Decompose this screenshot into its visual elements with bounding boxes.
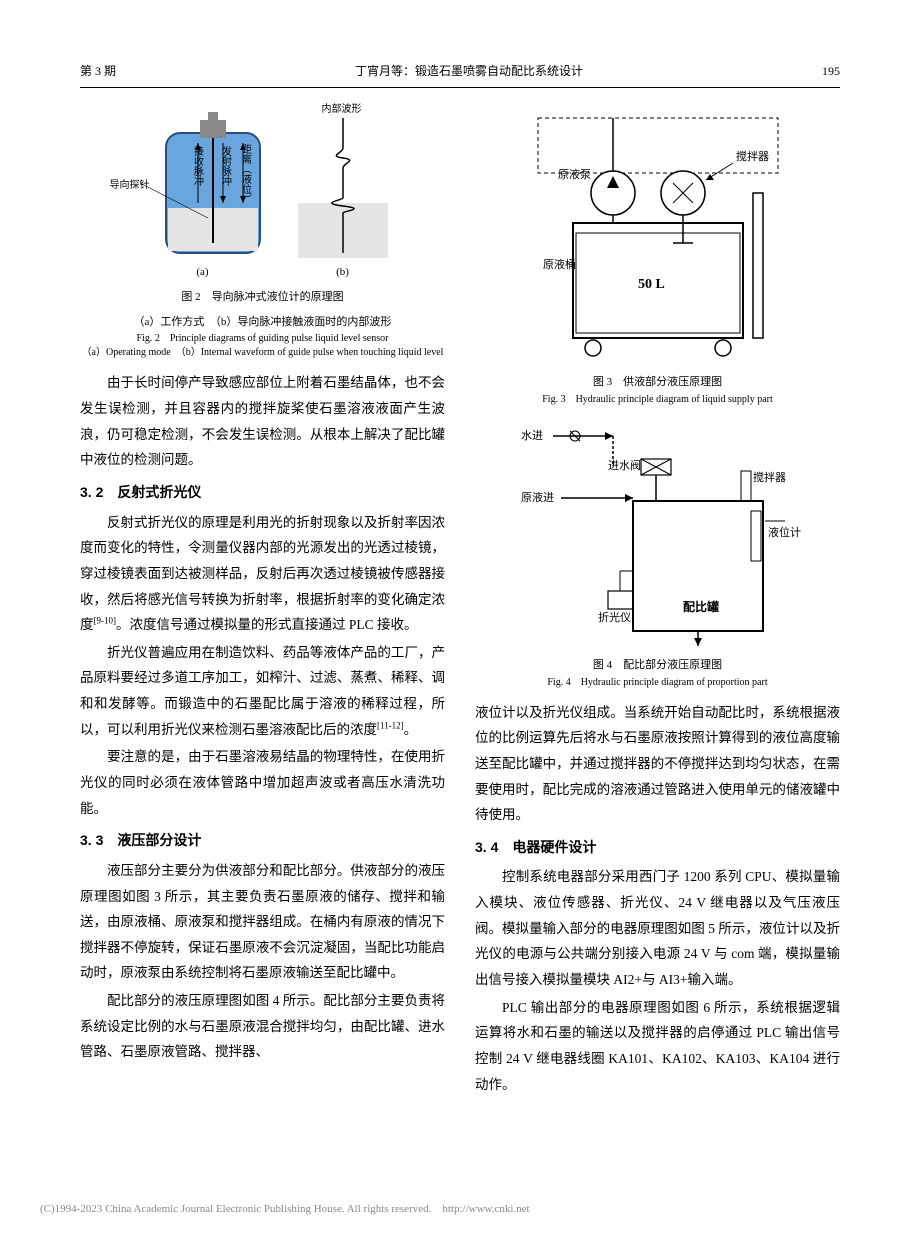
label-emit: 发射脉冲 [216, 146, 235, 186]
figure-4: 水进 进水阀 搅拌器 原液进 [475, 421, 840, 690]
citation-11-12: [11-12] [377, 720, 404, 730]
para-32c: 要注意的是，由于石墨溶液易结晶的物理特性，在使用折光仪的同时必须在液体管路中增加… [80, 744, 445, 821]
hydraulic-supply-diagram-icon: 原液泵 搅拌器 原液桶 50 L [528, 108, 788, 368]
fig3-stirrer-label: 搅拌器 [736, 149, 769, 163]
content-columns: 导向探针 接收脉冲 发射脉冲 距离（液位） (a) 内部波形 [80, 108, 840, 1099]
fig2-caption-en1: Fig. 2 Principle diagrams of guiding pul… [80, 332, 445, 346]
fig4-caption-en: Fig. 4 Hydraulic principle diagram of pr… [475, 676, 840, 690]
para-33a: 液压部分主要分为供液部分和配比部分。供液部分的液压原理图如图 3 所示，其主要负… [80, 858, 445, 986]
page-header: 第 3 期 丁宵月等：锻造石墨喷雾自动配比系统设计 195 [80, 60, 840, 88]
fig2-a: 导向探针 接收脉冲 发射脉冲 距离（液位） (a) [138, 108, 268, 283]
left-column: 导向探针 接收脉冲 发射脉冲 距离（液位） (a) 内部波形 [80, 108, 445, 1099]
fig2-caption-cn: 图 2 导向脉冲式液位计的原理图 [80, 287, 445, 308]
citation-9-10: [9-10] [94, 616, 117, 626]
fig3-caption-cn: 图 3 供液部分液压原理图 [475, 372, 840, 393]
fig3-bucket-label: 原液桶 [543, 257, 576, 271]
fig4-caption-cn: 图 4 配比部分液压原理图 [475, 655, 840, 676]
svg-text:水进: 水进 [521, 429, 543, 442]
label-distance: 距离（液位） [236, 144, 255, 204]
fig3-volume-label: 50 L [638, 277, 665, 292]
fig2-caption-sub: （a）工作方式 （b）导向脉冲接触液面时的内部波形 [80, 312, 445, 333]
svg-text:搅拌器: 搅拌器 [753, 470, 786, 484]
heading-3-3: 3. 3 液压部分设计 [80, 827, 445, 854]
copyright-footer: (C)1994-2023 China Academic Journal Elec… [40, 1199, 530, 1220]
para-continuation: 液位计以及折光仪组成。当系统开始自动配比时，系统根据液位的比例运算先后将水与石墨… [475, 700, 840, 828]
page-number: 195 [822, 60, 840, 83]
svg-text:折光仪: 折光仪 [598, 610, 631, 624]
para-intro: 由于长时间停产导致感应部位上附着石墨结晶体，也不会发生误检测，并且容器内的搅拌旋… [80, 370, 445, 473]
fig3-pump-label: 原液泵 [558, 167, 591, 181]
fig2-b-label: (b) [298, 262, 388, 283]
label-probe: 导向探针 [110, 176, 150, 195]
para-34b: PLC 输出部分的电器原理图如图 6 所示，系统根据逻辑运算将水和石墨的输送以及… [475, 995, 840, 1098]
para-34a: 控制系统电器部分采用西门子 1200 系列 CPU、模拟量输入模块、液位传感器、… [475, 864, 840, 992]
label-receive: 接收脉冲 [188, 146, 207, 186]
svg-text:原液进: 原液进 [521, 490, 554, 504]
label-waveform: 内部波形 [322, 100, 362, 119]
svg-text:进水阀: 进水阀 [608, 458, 641, 472]
waveform-icon [298, 108, 388, 258]
para-33b: 配比部分的液压原理图如图 4 所示。配比部分主要负责将系统设定比例的水与石墨原液… [80, 988, 445, 1065]
fig2-b: 内部波形 (b) [298, 108, 388, 283]
hydraulic-proportion-diagram-icon: 水进 进水阀 搅拌器 原液进 [513, 421, 803, 651]
para-32a: 反射式折光仪的原理是利用光的折射现象以及折射率因浓度而变化的特性，令测量仪器内部… [80, 510, 445, 638]
fig2-a-label: (a) [138, 262, 268, 283]
para-32b: 折光仪普遍应用在制造饮料、药品等液体产品的工厂，产品原料要经过多道工序加工，如榨… [80, 640, 445, 743]
right-column: 原液泵 搅拌器 原液桶 50 L 图 3 供液部分液压原理图 Fig. 3 Hy… [475, 108, 840, 1099]
heading-3-2: 3. 2 反射式折光仪 [80, 479, 445, 506]
issue-label: 第 3 期 [80, 60, 116, 83]
running-title: 丁宵月等：锻造石墨喷雾自动配比系统设计 [355, 60, 583, 83]
svg-text:配比罐: 配比罐 [683, 599, 719, 614]
figure-3: 原液泵 搅拌器 原液桶 50 L 图 3 供液部分液压原理图 Fig. 3 Hy… [475, 108, 840, 407]
fig2-caption-en2: （a）Operating mode （b）Internal waveform o… [80, 346, 445, 360]
figure-2: 导向探针 接收脉冲 发射脉冲 距离（液位） (a) 内部波形 [80, 108, 445, 361]
fig3-caption-en: Fig. 3 Hydraulic principle diagram of li… [475, 393, 840, 407]
svg-text:液位计: 液位计 [768, 525, 801, 539]
heading-3-4: 3. 4 电器硬件设计 [475, 834, 840, 861]
